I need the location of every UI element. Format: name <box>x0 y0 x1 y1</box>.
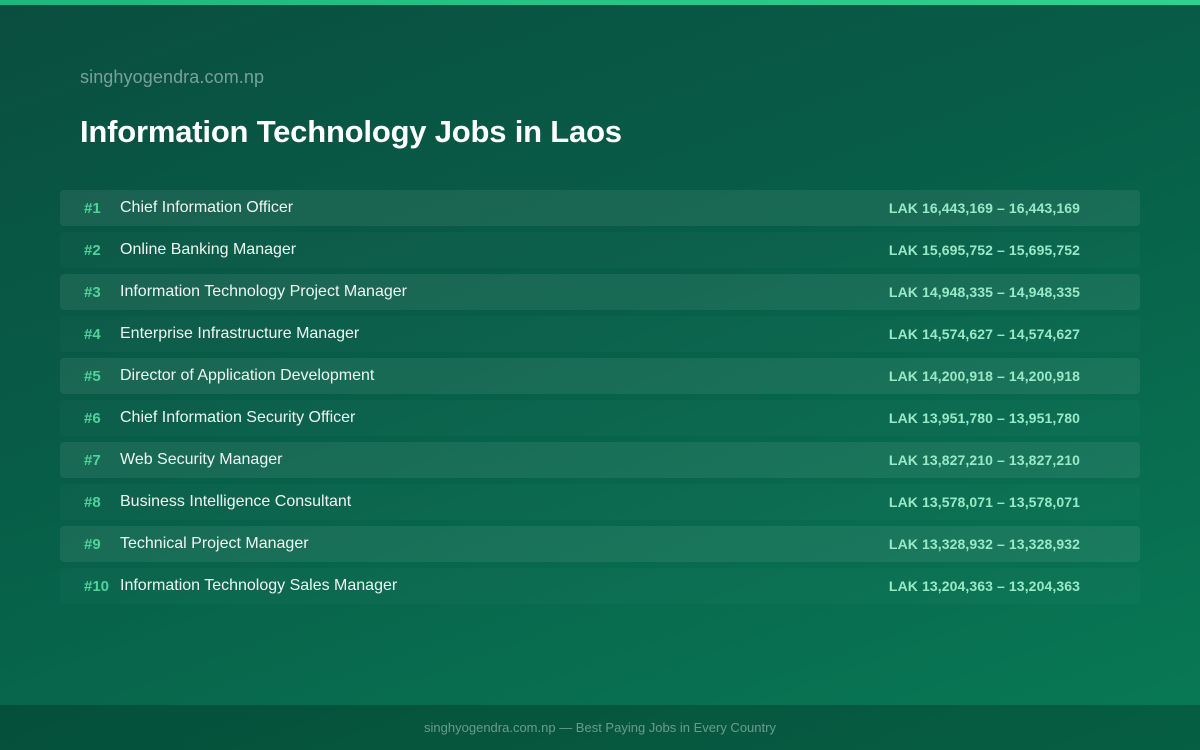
job-rank: #2 <box>84 241 101 259</box>
footer-text: singhyogendra.com.np — Best Paying Jobs … <box>424 720 776 735</box>
job-title: Business Intelligence Consultant <box>120 493 352 510</box>
job-salary: LAK 13,578,071 – 13,578,071 <box>888 494 1080 510</box>
top-accent-bar <box>0 0 1200 5</box>
list-item: #1 Chief Information Officer LAK 16,443,… <box>60 190 1140 226</box>
list-item: #7 Web Security Manager LAK 13,827,210 –… <box>60 442 1140 478</box>
job-title: Online Banking Manager <box>120 241 297 258</box>
job-salary: LAK 14,200,918 – 14,200,918 <box>888 368 1080 384</box>
list-item: #8 Business Intelligence Consultant LAK … <box>60 484 1140 520</box>
job-rank: #1 <box>84 199 101 217</box>
job-salary: LAK 15,695,752 – 15,695,752 <box>888 242 1080 258</box>
jobs-list: #1 Chief Information Officer LAK 16,443,… <box>60 190 1140 610</box>
job-rank: #9 <box>84 535 101 553</box>
job-title: Web Security Manager <box>120 451 283 468</box>
page-title: Information Technology Jobs in Laos <box>80 114 622 149</box>
job-rank: #6 <box>84 409 101 427</box>
job-title: Director of Application Development <box>120 367 375 384</box>
job-salary: LAK 14,574,627 – 14,574,627 <box>888 326 1080 342</box>
job-rank: #7 <box>84 451 101 469</box>
list-item: #4 Enterprise Infrastructure Manager LAK… <box>60 316 1140 352</box>
job-title: Information Technology Sales Manager <box>120 577 398 594</box>
job-rank: #5 <box>84 367 101 385</box>
site-name: singhyogendra.com.np <box>80 67 265 87</box>
list-item: #2 Online Banking Manager LAK 15,695,752… <box>60 232 1140 268</box>
job-title: Chief Information Officer <box>120 199 294 216</box>
list-item: #3 Information Technology Project Manage… <box>60 274 1140 310</box>
job-title: Information Technology Project Manager <box>120 283 407 300</box>
job-rank: #8 <box>84 493 101 511</box>
job-salary: LAK 14,948,335 – 14,948,335 <box>888 284 1080 300</box>
job-rank: #3 <box>84 283 101 301</box>
list-item: #9 Technical Project Manager LAK 13,328,… <box>60 526 1140 562</box>
job-salary: LAK 13,951,780 – 13,951,780 <box>888 410 1080 426</box>
job-title: Technical Project Manager <box>120 535 309 552</box>
job-rank: #4 <box>84 325 101 343</box>
job-title: Enterprise Infrastructure Manager <box>120 325 360 342</box>
list-item: #6 Chief Information Security Officer LA… <box>60 400 1140 436</box>
job-title: Chief Information Security Officer <box>120 409 356 426</box>
footer: singhyogendra.com.np — Best Paying Jobs … <box>0 705 1200 750</box>
job-salary: LAK 13,328,932 – 13,328,932 <box>888 536 1080 552</box>
list-item: #10 Information Technology Sales Manager… <box>60 568 1140 604</box>
job-rank: #10 <box>84 577 110 595</box>
list-item: #5 Director of Application Development L… <box>60 358 1140 394</box>
job-salary: LAK 13,204,363 – 13,204,363 <box>888 578 1080 594</box>
job-salary: LAK 16,443,169 – 16,443,169 <box>888 200 1080 216</box>
job-salary: LAK 13,827,210 – 13,827,210 <box>888 452 1080 468</box>
